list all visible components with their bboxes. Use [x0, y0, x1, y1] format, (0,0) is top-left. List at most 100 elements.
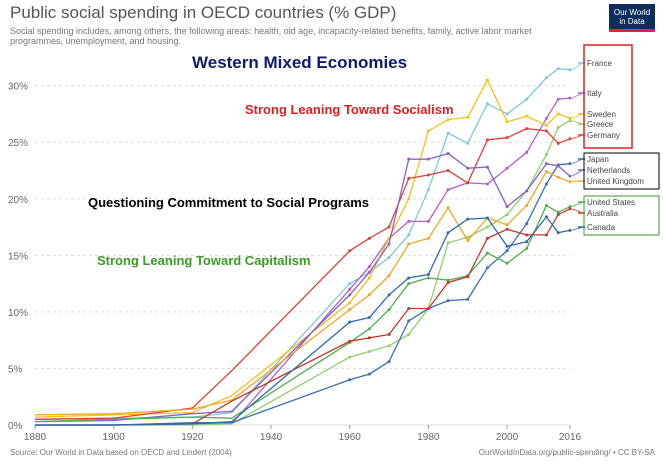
- data-point: [348, 287, 352, 291]
- owid-logo[interactable]: Our World in Data: [609, 4, 655, 32]
- data-point: [446, 188, 450, 192]
- data-point: [407, 276, 411, 280]
- series-end-label: United Kingdom: [587, 177, 644, 186]
- data-point: [505, 136, 509, 140]
- data-point: [544, 116, 548, 120]
- group-box-capitalism: [583, 195, 660, 236]
- data-point: [466, 217, 470, 221]
- data-point: [556, 97, 560, 101]
- y-tick-label: 5%: [8, 364, 23, 375]
- data-point: [466, 115, 470, 119]
- series-line-greece: [35, 120, 571, 426]
- series-line-france: [34, 68, 571, 420]
- data-point: [568, 207, 572, 211]
- label-connector: [571, 92, 584, 99]
- y-tick-label: 25%: [8, 138, 28, 149]
- data-point: [485, 236, 489, 240]
- data-point: [568, 137, 572, 141]
- data-point: [485, 266, 489, 270]
- data-point: [348, 301, 352, 305]
- source-url[interactable]: OurWorldInData.org/public-spending/ • CC…: [478, 448, 655, 457]
- data-point: [505, 244, 509, 248]
- series-end-label: Germany: [587, 131, 620, 140]
- data-point: [544, 76, 548, 80]
- x-tick-label: 1940: [260, 432, 283, 443]
- data-point: [387, 333, 391, 336]
- data-point: [568, 162, 572, 166]
- data-point: [367, 270, 371, 274]
- data-point: [505, 261, 509, 265]
- x-tick-label: 1980: [417, 432, 440, 443]
- data-point: [525, 240, 529, 244]
- data-point: [348, 308, 352, 312]
- data-point: [525, 150, 529, 154]
- data-point: [466, 239, 470, 243]
- data-point: [367, 316, 371, 320]
- data-point: [426, 306, 430, 310]
- logo-line-2: in Data: [619, 17, 645, 26]
- data-point: [525, 114, 529, 118]
- overlay-capitalism: Strong Leaning Toward Capitalism: [97, 253, 311, 268]
- data-point: [544, 204, 548, 208]
- data-point: [485, 138, 489, 142]
- series-end-label: France: [587, 59, 612, 68]
- data-point: [466, 235, 470, 239]
- data-point: [387, 344, 391, 348]
- label-connector: [571, 201, 584, 208]
- data-point: [407, 219, 411, 223]
- data-point: [525, 97, 529, 101]
- overlay-western: Western Mixed Economies: [192, 53, 408, 72]
- data-point: [505, 166, 509, 170]
- x-tick-label: 2016: [559, 432, 582, 443]
- x-tick-label: 1900: [103, 432, 126, 443]
- data-point: [556, 67, 560, 71]
- logo-line-1: Our World: [613, 8, 651, 17]
- data-point: [544, 170, 548, 174]
- data-point: [505, 249, 509, 253]
- series-end-label: Australia: [587, 209, 619, 218]
- data-point: [387, 360, 391, 364]
- data-point: [485, 216, 489, 220]
- data-point: [556, 164, 560, 168]
- series-end-label: Greece: [587, 120, 614, 129]
- data-point: [407, 233, 411, 237]
- series-line-canada: [35, 215, 571, 426]
- data-point: [367, 336, 371, 340]
- data-point: [466, 141, 470, 145]
- data-point: [525, 233, 529, 237]
- data-point: [407, 157, 411, 161]
- data-point: [387, 242, 391, 246]
- data-point: [505, 227, 509, 231]
- data-point: [505, 223, 509, 227]
- data-point: [407, 197, 411, 201]
- data-point: [505, 112, 509, 116]
- data-point: [556, 213, 560, 217]
- data-point: [485, 251, 489, 255]
- label-connector: [571, 169, 584, 177]
- data-point: [446, 241, 450, 245]
- data-point: [348, 293, 352, 297]
- data-point: [407, 176, 411, 180]
- x-tick-label: 1920: [181, 432, 204, 443]
- data-point: [446, 280, 450, 284]
- data-point: [544, 123, 548, 127]
- group-box-socialism: [583, 44, 633, 149]
- data-point: [387, 225, 391, 229]
- data-point: [485, 165, 489, 169]
- data-point: [426, 273, 430, 277]
- data-point: [525, 247, 529, 251]
- x-tick-label: 2000: [496, 432, 519, 443]
- data-point: [568, 116, 572, 120]
- data-point: [466, 275, 470, 279]
- data-point: [466, 181, 470, 185]
- y-tick-label: 10%: [8, 308, 28, 319]
- data-point: [568, 68, 572, 72]
- data-point: [426, 188, 430, 192]
- overlay-socialism: Strong Leaning Toward Socialism: [245, 102, 454, 117]
- group-box-questioning: [583, 152, 660, 190]
- data-point: [544, 162, 548, 166]
- data-point: [446, 131, 450, 135]
- data-point: [525, 189, 529, 193]
- data-point: [367, 236, 371, 240]
- data-point: [446, 231, 450, 235]
